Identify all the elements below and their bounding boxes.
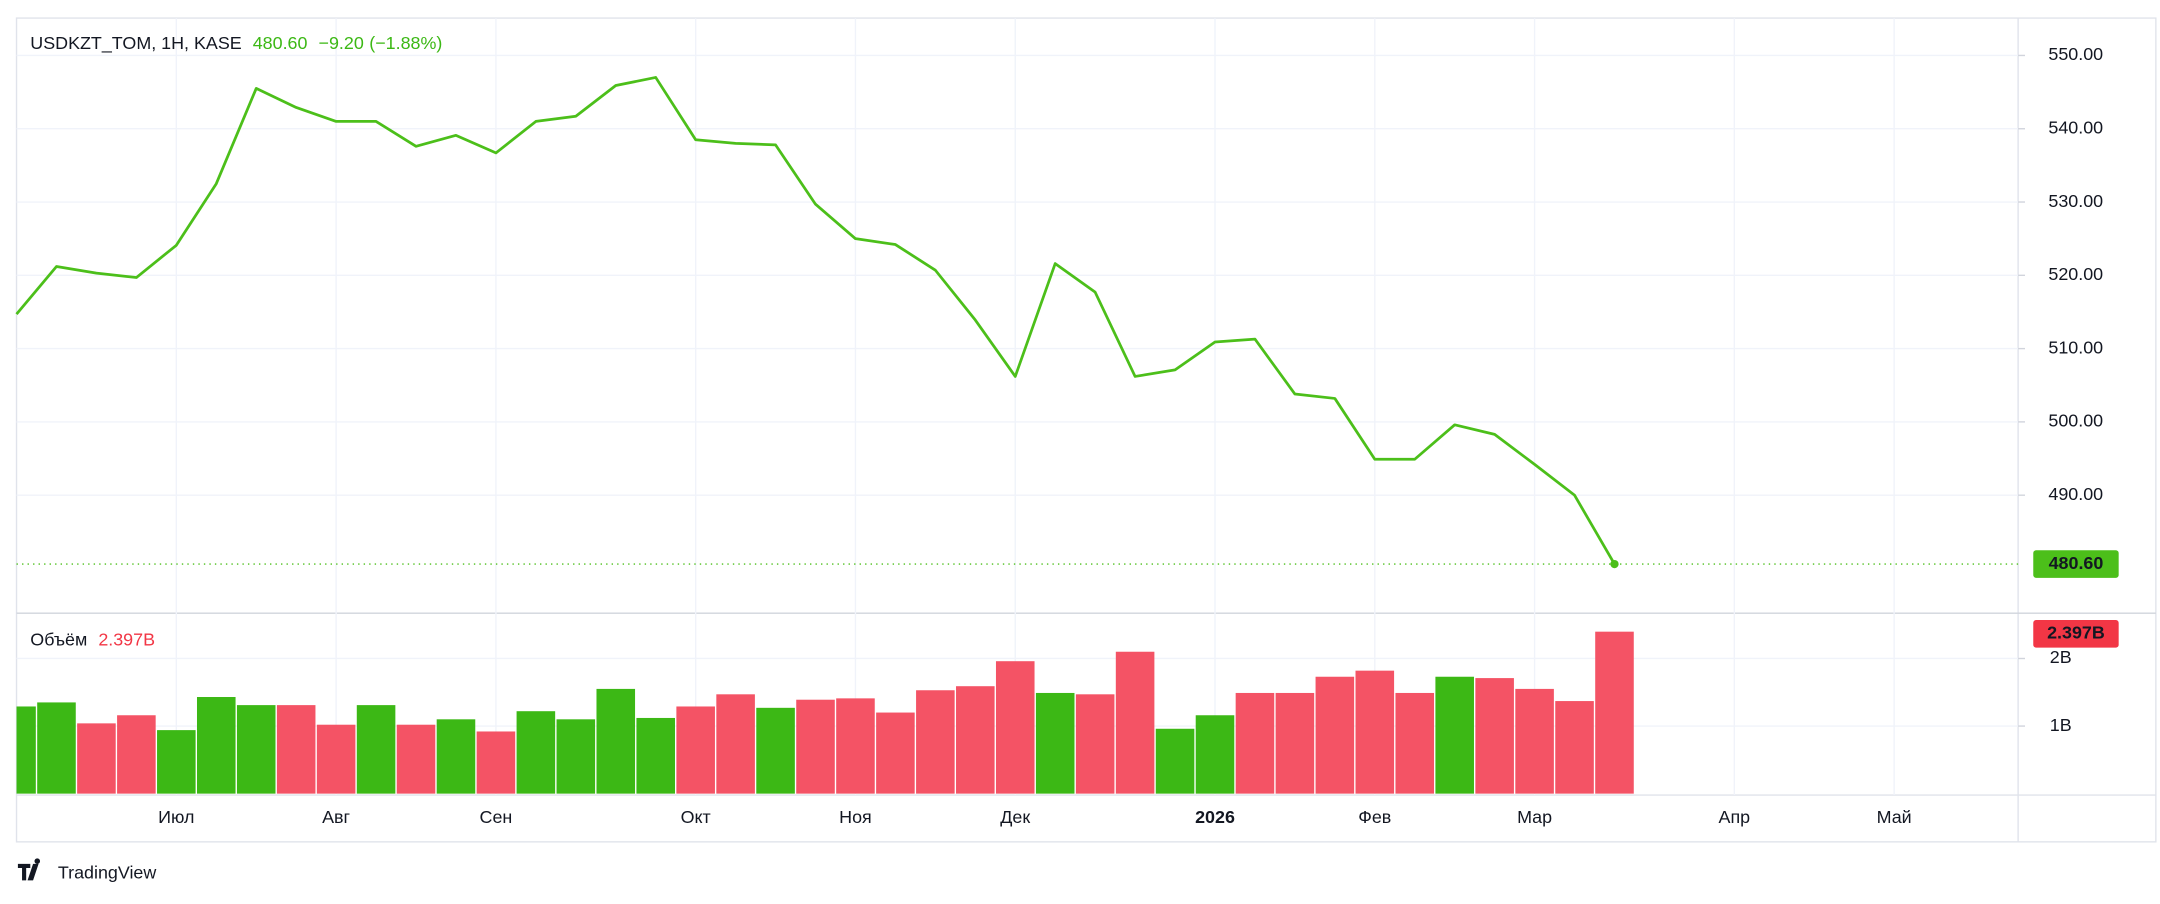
volume-bar	[956, 686, 995, 794]
volume-bar	[995, 661, 1035, 794]
volume-bar	[676, 706, 715, 794]
price-legend: USDKZT_TOM, 1Н, KASE 480.60 −9.20 (−1.88%)	[30, 33, 442, 54]
x-tick-label: Окт	[681, 807, 711, 827]
volume-bar	[1115, 651, 1155, 794]
y-tick-label: 510.00	[2048, 337, 2103, 357]
y-tick-label: 490.00	[2048, 484, 2103, 504]
x-tick-label: Апр	[1719, 807, 1751, 827]
x-tick-label: 2026	[1195, 807, 1235, 827]
volume-legend: Объём 2.397B	[30, 629, 155, 649]
volume-bar	[316, 724, 356, 794]
volume-bar	[1315, 676, 1355, 794]
volume-bar	[236, 705, 276, 794]
y-tick-label: 500.00	[2048, 411, 2103, 431]
volume-bar	[396, 724, 436, 794]
volume-bar	[276, 705, 316, 794]
volume-value: 2.397B	[98, 629, 155, 649]
price-line	[15, 76, 1616, 565]
volume-bar	[636, 717, 675, 794]
volume-bar	[1075, 694, 1115, 794]
x-tick-label: Фев	[1358, 807, 1391, 827]
x-tick-label: Сен	[480, 807, 513, 827]
y-tick-label: 1B	[2050, 715, 2072, 735]
volume-bar	[516, 711, 556, 794]
y-tick-label: 540.00	[2048, 117, 2103, 137]
volume-bar	[1555, 701, 1594, 794]
volume-bar	[77, 723, 116, 794]
volume-bar	[1035, 692, 1075, 794]
volume-bar	[1435, 676, 1474, 794]
volume-bar	[596, 688, 636, 794]
x-tick-label: Авг	[322, 807, 350, 827]
volume-bar	[876, 712, 915, 794]
volume-bar	[556, 719, 596, 794]
price-change: −9.20	[319, 33, 364, 53]
volume-bar	[476, 731, 516, 794]
last-price-dot	[1610, 559, 1619, 569]
volume-bar	[716, 694, 755, 794]
volume-bar	[436, 719, 476, 794]
brand-text: TradingView	[58, 862, 157, 882]
brand: TradingView	[17, 858, 157, 882]
last-price: 480.60	[253, 33, 308, 53]
volume-tag	[2033, 620, 2119, 648]
x-tick-label: Дек	[1000, 807, 1030, 827]
y-tick-label: 550.00	[2048, 44, 2103, 64]
volume-bar	[196, 697, 236, 794]
frame	[15, 17, 2157, 843]
marks	[15, 76, 2019, 794]
volume-bar	[37, 702, 76, 794]
volume-bar	[117, 715, 156, 794]
volume-bar	[1475, 678, 1514, 794]
volume-bar	[1355, 670, 1395, 794]
last-price-tag	[2033, 550, 2119, 578]
y-tick-label: 520.00	[2048, 264, 2103, 284]
volume-bar	[1195, 715, 1235, 794]
volume-bar	[1155, 728, 1195, 794]
last-price-label: 480.60	[2049, 553, 2104, 573]
price-change-percent: (−1.88%)	[369, 33, 442, 53]
volume-bar	[1595, 631, 1634, 794]
x-tick-label: Май	[1877, 807, 1912, 827]
volume-bar	[157, 730, 196, 794]
y-tick-label: 530.00	[2048, 191, 2103, 211]
volume-bar	[1235, 692, 1275, 794]
x-tick-label: Ноя	[839, 807, 872, 827]
symbol: USDKZT_TOM, 1Н, KASE	[30, 33, 241, 54]
volume-bar	[916, 690, 955, 794]
volume-bar	[1515, 688, 1554, 794]
volume-bar	[16, 706, 36, 794]
volume-tag-label: 2.397B	[2047, 623, 2105, 643]
volume-bar	[796, 699, 835, 794]
brand-logo	[17, 858, 41, 881]
grid	[16, 18, 2026, 796]
y-tick-label: 2B	[2050, 647, 2072, 667]
volume-title: Объём	[30, 629, 87, 649]
volume-bar	[836, 698, 875, 794]
x-tick-label: Мар	[1517, 807, 1552, 827]
volume-bar	[1395, 692, 1435, 794]
volume-bar	[756, 707, 795, 794]
volume-bar	[1275, 692, 1315, 794]
x-tick-label: Июл	[158, 807, 194, 827]
volume-bar	[356, 705, 396, 794]
